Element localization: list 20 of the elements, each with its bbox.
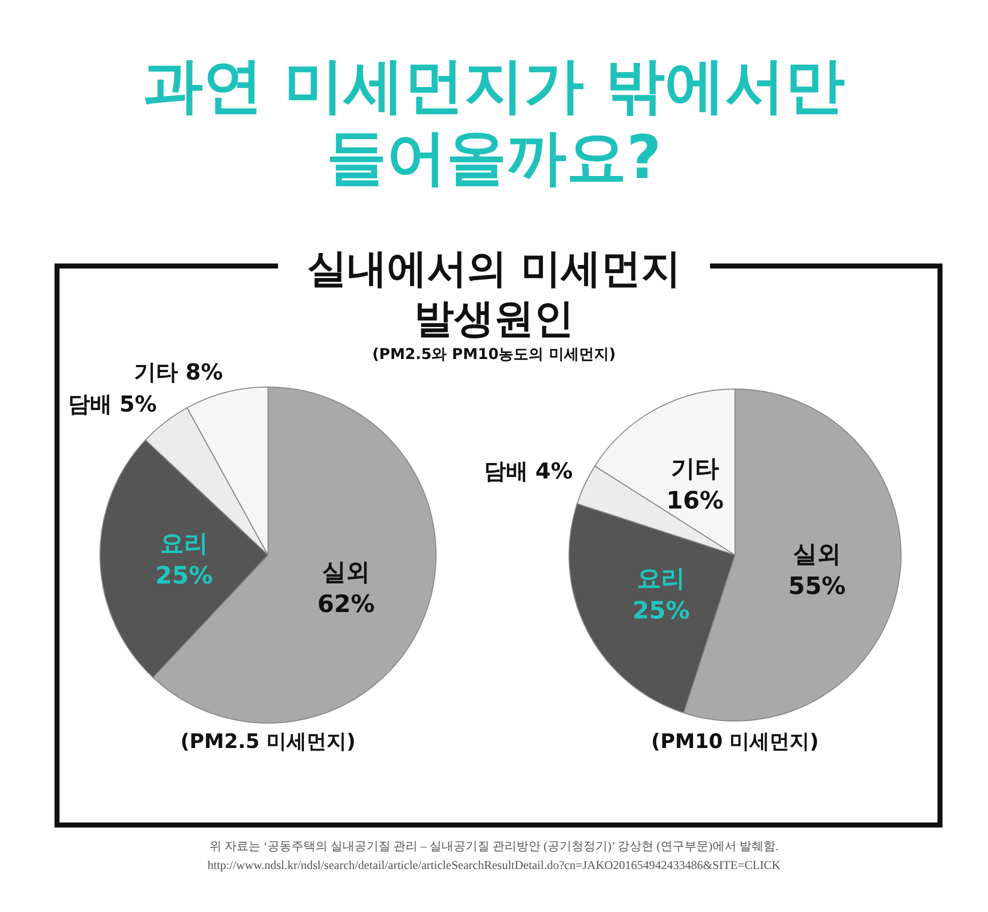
- text: 위 자료는 ‘공동주택의 실내공기질 관리 – 실내공기질 관리방안 (공기청정기)’ 강상현 (연구부문)에서 발췌함.: [208, 838, 780, 855]
- text: http://www.ndsl.kr/ndsl/search/detail/article/articleSearchResultDetail.do?cn=JAKO201654942433486&SITE=CLICK: [206, 858, 782, 873]
- chart-title: 과연 미세먼지가 밖에서만 들어올까요?: [142, 50, 846, 194]
- chart-subtitle: 실내에서의 미세먼지 발생원인: [306, 245, 682, 344]
- slice-label: 기타: [671, 454, 720, 482]
- slice-label: 실외: [322, 558, 370, 586]
- data-label: 25%: [155, 562, 213, 590]
- slice-label: 담배 5%: [68, 392, 157, 418]
- slice-label: 실외: [792, 540, 841, 568]
- slice-label: 기타 8%: [134, 360, 223, 386]
- text: (PM10 미세먼지): [650, 728, 820, 755]
- text: (PM2.5와 PM10농도의 미세먼지): [371, 345, 617, 364]
- text: (PM2.5 미세먼지): [179, 728, 357, 755]
- data-label: 16%: [666, 486, 724, 514]
- data-label: 55%: [788, 572, 846, 600]
- slice-label: 요리: [637, 564, 686, 593]
- data-label: 62%: [317, 590, 375, 618]
- slice-label: 담배 4%: [484, 460, 573, 485]
- slice-label: 요리: [160, 530, 208, 558]
- data-label: 25%: [632, 596, 690, 625]
